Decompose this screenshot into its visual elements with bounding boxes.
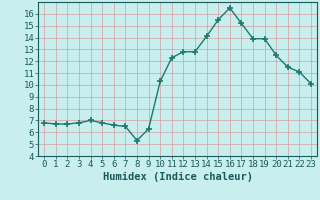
X-axis label: Humidex (Indice chaleur): Humidex (Indice chaleur) <box>103 172 252 182</box>
